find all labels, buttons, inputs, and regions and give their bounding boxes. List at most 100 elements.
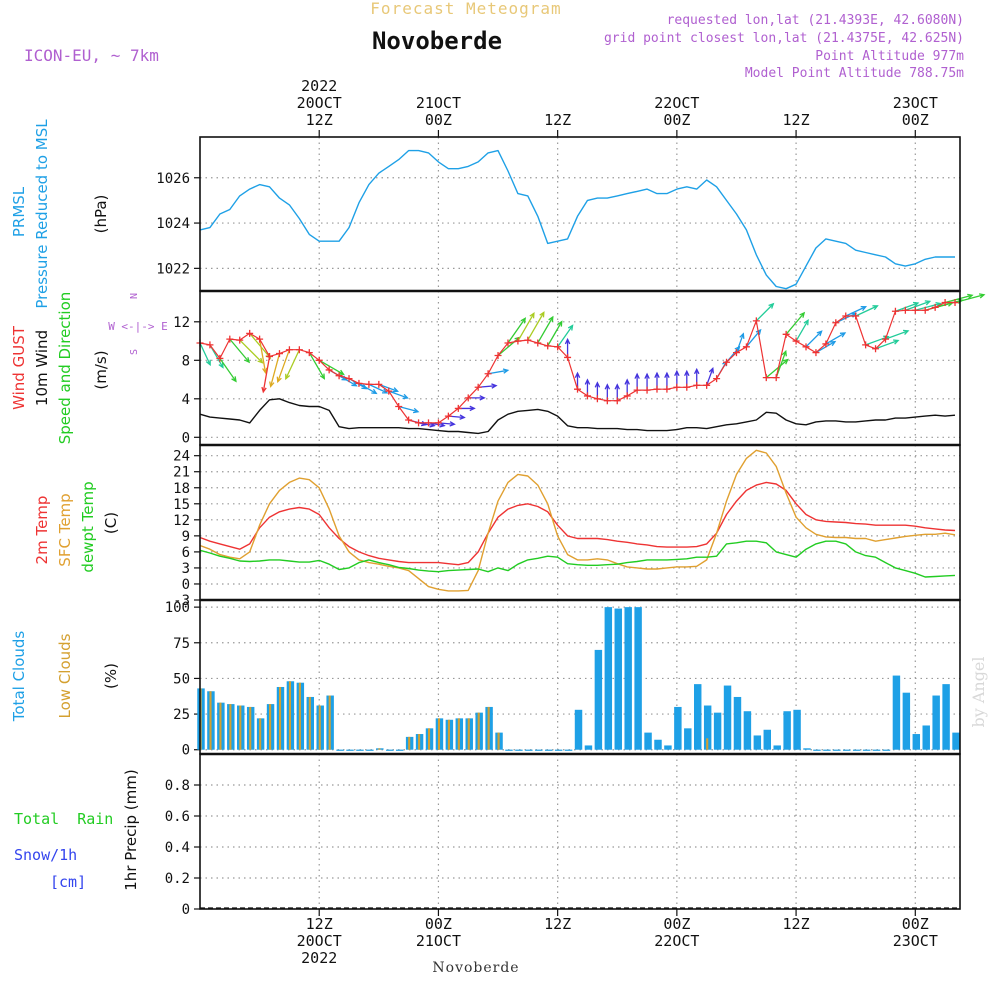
- wind-arrow: [547, 320, 563, 347]
- wind-arrow-head: [684, 369, 690, 377]
- wind-arrow-head: [624, 378, 630, 385]
- low-cloud-bar: [447, 719, 450, 750]
- pressure-labels: PRMSL Pressure Reduced to MSL (hPa): [10, 119, 110, 309]
- y-tick-label: 15: [173, 497, 190, 513]
- time-label-bottom: 20OCT: [297, 932, 342, 950]
- precip-label-cm: [cm]: [50, 873, 86, 891]
- wind-arrow: [795, 318, 809, 342]
- wind-arrow-head: [634, 372, 640, 379]
- wind-arrow-shaft: [765, 359, 789, 379]
- gust-marker: [643, 386, 651, 394]
- time-label-top: 21OCT: [416, 94, 461, 112]
- y-tick-label: 0.2: [165, 871, 190, 887]
- y-tick-label: 1026: [156, 171, 190, 187]
- gust-marker: [713, 375, 721, 383]
- wind-arrow-head: [781, 349, 787, 357]
- wind-arrow: [285, 349, 300, 381]
- gust-marker: [365, 380, 373, 388]
- wind-arrow: [875, 339, 900, 350]
- low-cloud-bar: [269, 704, 272, 750]
- low-cloud-bar: [328, 695, 331, 750]
- low-cloud-bar: [428, 728, 431, 750]
- precip-label-rain: Total Rain: [14, 810, 113, 828]
- gust-marker: [236, 336, 244, 344]
- time-label-top: 12Z: [544, 111, 571, 129]
- low-cloud-bar: [437, 718, 441, 750]
- time-label-top: 2022: [301, 77, 337, 95]
- gust-marker: [723, 358, 731, 366]
- wind-arrow-shaft: [398, 405, 419, 413]
- wind-arrow-head: [261, 386, 267, 394]
- sfc-temp-line: [199, 449, 956, 592]
- total-cloud-bar: [574, 709, 583, 750]
- wind-arrow-head: [361, 384, 368, 390]
- low-cloud-bar: [477, 712, 480, 750]
- wind-arrow-head: [924, 300, 932, 306]
- wind-arrow-head: [674, 369, 680, 377]
- total-cloud-bar: [584, 745, 593, 750]
- wind-arrow-head: [816, 330, 823, 337]
- gust-marker: [484, 370, 492, 378]
- wind-labels: Wind GUST 10m Wind Speed and Direction (…: [10, 292, 168, 445]
- wind-arrow-head: [529, 312, 535, 319]
- wind-arrow-shaft: [875, 339, 899, 350]
- gust-marker: [941, 299, 949, 307]
- wind-arrow-shaft: [795, 319, 809, 342]
- wind-arrow-head: [502, 368, 510, 374]
- time-label-bottom: 22OCT: [654, 932, 699, 950]
- wind-arrow-shaft: [497, 336, 520, 356]
- low-cloud-bar: [209, 691, 212, 750]
- y-tick-label: 1024: [156, 216, 190, 232]
- gust-marker: [385, 387, 393, 395]
- wind-arrow-head: [782, 358, 789, 365]
- wind-arrow-shaft: [785, 312, 805, 335]
- gust-marker: [444, 412, 452, 420]
- gust-marker: [395, 403, 403, 410]
- total-cloud-bar: [793, 709, 801, 750]
- wind-arrow-shaft: [507, 318, 526, 344]
- total-cloud-bar: [892, 675, 901, 750]
- gust-marker: [881, 335, 889, 343]
- compass-south: S: [129, 349, 140, 355]
- cloud-unit: (%): [102, 663, 120, 689]
- wind-arrow: [358, 382, 378, 395]
- wind-arrow: [269, 353, 281, 388]
- wind-arrow-shaft: [338, 375, 357, 387]
- wind-arrow-shaft: [229, 338, 250, 363]
- time-label-top: 00Z: [902, 111, 929, 129]
- y-tick-label: 12: [173, 315, 190, 331]
- wind-arrow-head: [567, 324, 574, 331]
- y-tick-label: -3: [173, 593, 190, 609]
- wind-arrow-head: [872, 305, 879, 311]
- gust-marker: [802, 343, 810, 351]
- time-label-top: 22OCT: [654, 94, 699, 112]
- wind-arrow-shaft: [915, 302, 941, 311]
- temp-label-sfc: SFC Temp: [56, 493, 74, 566]
- wind-arrow: [706, 367, 714, 386]
- wind-arrow: [527, 311, 545, 341]
- wind-arrow-head: [564, 337, 571, 345]
- wind-arrow: [239, 339, 264, 364]
- wind-arrow: [785, 311, 806, 335]
- temp-labels: 2m Temp SFC Temp dewpt Temp (C): [33, 481, 120, 572]
- wind-arrow: [398, 405, 420, 414]
- gust-marker: [434, 419, 442, 427]
- total-cloud-bar: [912, 734, 921, 750]
- gust-marker: [504, 339, 512, 347]
- gust-marker: [564, 353, 572, 361]
- low-cloud-bar: [408, 736, 411, 750]
- gust-marker: [951, 299, 959, 307]
- wind-arrow-shaft: [537, 316, 554, 344]
- gust-marker: [931, 303, 939, 311]
- gust-marker: [246, 329, 254, 337]
- gust-marker: [335, 372, 343, 380]
- wind-arrow-shaft: [735, 333, 744, 353]
- y-tick-label: 0.8: [165, 778, 190, 794]
- low-cloud-bar: [318, 705, 321, 750]
- temp-label-2m: 2m Temp: [33, 496, 51, 565]
- low-cloud-bar: [706, 738, 709, 750]
- wind-arrow: [557, 324, 574, 348]
- time-label-top: 00Z: [425, 111, 452, 129]
- time-label-top: 00Z: [663, 111, 690, 129]
- gust-marker: [345, 375, 353, 383]
